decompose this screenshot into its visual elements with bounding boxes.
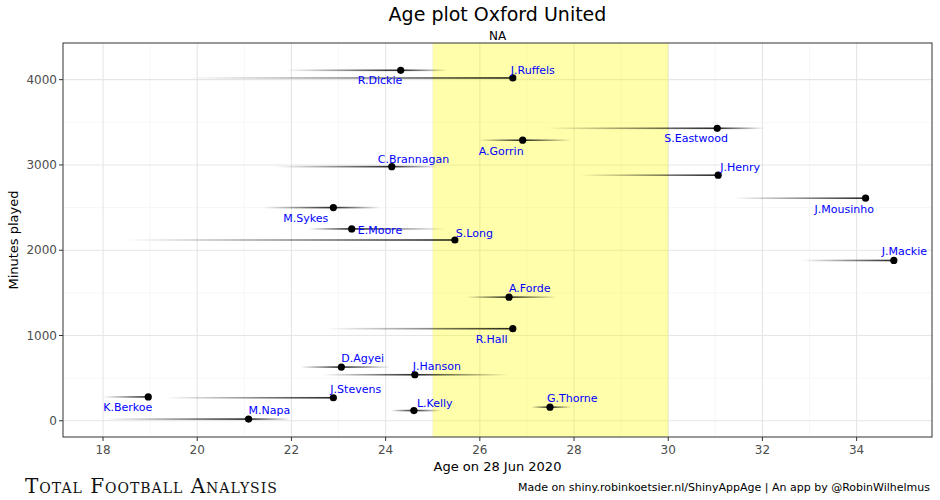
tick [59,335,63,336]
grid-line [762,43,763,437]
tick-label: 18 [95,443,110,457]
point-label: J.Hanson [412,360,461,373]
tick [385,437,386,441]
age-range [263,207,380,209]
point [397,67,404,74]
highlight-band [433,43,669,437]
caption: Made on shiny.robinkoetsier.nl/ShinyAppA… [518,481,930,494]
tick [291,437,292,441]
point-label: S.Eastwood [664,132,728,145]
chart: J.Ruffels R.Dickie S.Eastwood A.Gorrin C.Bra… [0,0,940,500]
grid [63,43,932,437]
age-range [325,328,512,330]
age-range [733,197,865,199]
tick [59,250,63,251]
point-label: J.Mousinho [814,203,875,216]
tick [59,420,63,421]
point-label: R.Dickie [358,74,403,87]
grid-line [102,43,103,437]
tick-label: 0 [49,414,57,428]
point-label: A.Forde [509,282,551,295]
age-range [546,127,765,129]
point-label: R.Hall [476,333,508,346]
age-range [300,366,390,368]
tick-label: 28 [566,443,581,457]
tick [668,437,669,441]
logo: Total Football Analysis [25,474,278,498]
point-label: J.Mackie [881,245,927,258]
age-range [105,418,291,420]
tick [856,437,857,441]
point-label: M.Napa [249,404,291,417]
tick-label: 2000 [26,243,57,257]
point-label: G.Thorne [547,392,598,405]
age-range [186,77,512,79]
tick-label: 4000 [26,73,57,87]
point-label: M.Sykes [283,212,328,225]
age-range [802,260,894,262]
age-range [275,166,437,168]
age-range [285,69,447,71]
tick [762,437,763,441]
point-label: L.Kelly [417,397,453,410]
point-label: J.Ruffels [510,64,555,77]
plot-background [63,43,932,437]
point [145,393,152,400]
tick-label: 1000 [26,329,57,343]
title: Age plot Oxford United [389,3,607,25]
point [714,125,721,132]
point-label: K.Berkoe [103,401,152,414]
point [509,325,516,332]
point-label: A.Gorrin [479,145,524,158]
tick-label: 34 [849,443,864,457]
plot-area [103,43,897,437]
subtitle: NA [489,29,507,43]
age-range [103,396,148,398]
tick-label: 20 [190,443,205,457]
age-range [579,174,718,176]
tick [479,437,480,441]
tick [103,437,104,441]
point [519,137,526,144]
tick-label: 3000 [26,158,57,172]
point [348,225,355,232]
tick-label: 22 [284,443,299,457]
age-range [124,239,455,241]
tick [59,164,63,165]
y-axis-label: Minutes played [6,190,21,289]
point [330,204,337,211]
tick [197,437,198,441]
tick-label: 24 [378,443,393,457]
plot-frame [63,43,932,437]
point-label: S.Long [456,227,493,240]
grid-line [856,43,857,437]
point-label: J.Henry [719,161,760,174]
point-label: E.Moore [358,224,403,237]
point [862,195,869,202]
tick [59,79,63,80]
tick [574,437,575,441]
point-label: D.Agyei [341,352,384,365]
age-range [164,397,333,399]
x-axis-label: Age on 28 Jun 2020 [434,459,562,474]
point-label: J.Stevens [329,383,381,396]
point-label: C.Brannagan [378,153,449,166]
tick-label: 32 [755,443,770,457]
tick-label: 30 [661,443,676,457]
tick-label: 26 [472,443,487,457]
